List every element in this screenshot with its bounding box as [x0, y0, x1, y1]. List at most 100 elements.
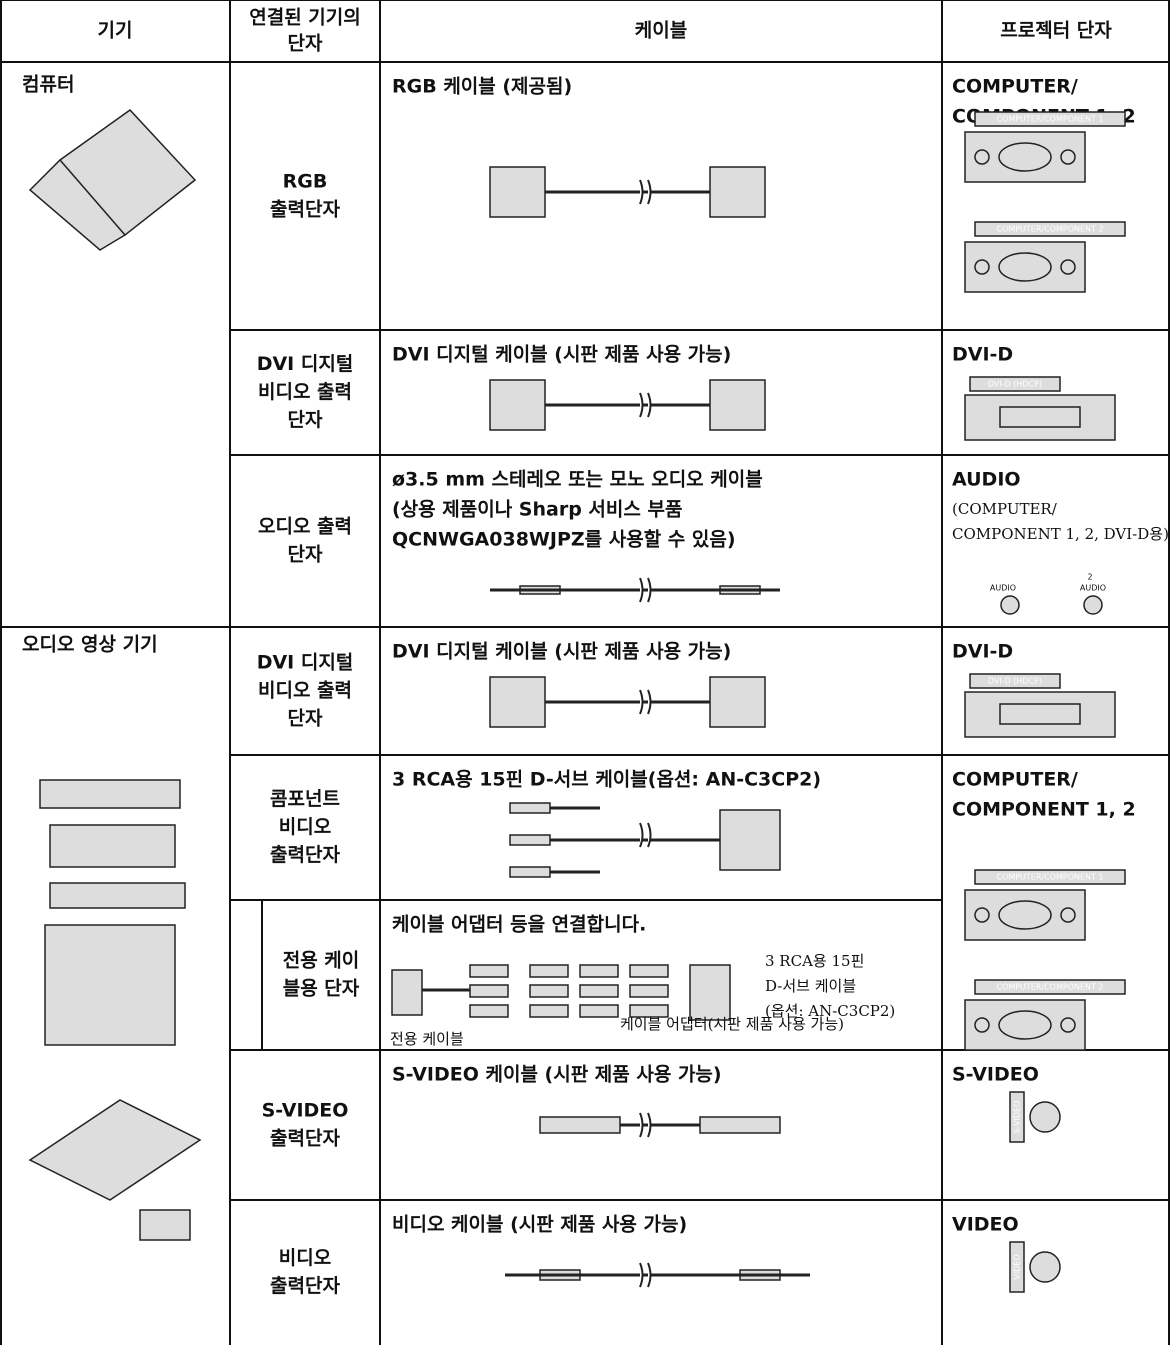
icon — [1060, 1017, 1076, 1033]
terminal-text: DVI 디지털 — [257, 652, 354, 674]
terminal-text: DVI 디지털 — [257, 353, 354, 375]
projector-text: COMPUTER/ — [952, 76, 1078, 98]
icon — [998, 142, 1052, 172]
device-name: 오디오 영상 기기 — [22, 634, 158, 656]
icon — [974, 259, 990, 275]
projector-text: DVI-D — [952, 641, 1013, 663]
cable-note: D-서브 케이블 — [765, 977, 856, 995]
icon — [709, 676, 766, 728]
icon — [969, 376, 1061, 392]
terminal-text: 콤포넌트 — [270, 788, 340, 810]
terminal-text: 단자 — [288, 409, 323, 431]
terminal-text: 블용 단자 — [283, 978, 360, 1000]
cable-text: DVI 디지털 케이블 (시판 제품 사용 가능) — [392, 344, 731, 366]
cable-text: QCNWGA038WJPZ를 사용할 수 있음) — [392, 528, 736, 551]
icon — [974, 111, 1126, 127]
port-label: COMPUTER/COMPONENT 1 — [996, 873, 1103, 882]
icon — [639, 689, 652, 715]
icon — [469, 1004, 509, 1018]
port-label: 2 — [1087, 573, 1092, 582]
icon — [391, 969, 423, 1016]
icon — [974, 1017, 990, 1033]
icon — [489, 379, 546, 431]
laptop — [28, 109, 197, 251]
icon — [49, 824, 176, 868]
cable-note: (옵션: AN-C3CP2) — [765, 1002, 895, 1020]
projector-text: COMPONENT 1, 2 — [952, 799, 1136, 821]
header-text: 케이블 — [635, 20, 687, 42]
icon — [974, 149, 990, 165]
terminal-text: 비디오 — [279, 1247, 331, 1269]
icon — [639, 1262, 652, 1288]
icon — [469, 984, 509, 998]
icon — [579, 984, 619, 998]
icon — [1060, 149, 1076, 165]
terminal-text: 비디오 — [279, 816, 331, 838]
icon — [579, 1004, 619, 1018]
icon — [699, 1116, 781, 1134]
icon — [579, 964, 619, 978]
icon — [629, 1004, 669, 1018]
port-label: S-VIDEO — [1013, 1101, 1022, 1134]
cable-text: (상용 제품이나 Sharp 서비스 부품 — [392, 499, 682, 521]
projector-text: COMPUTER/ — [952, 769, 1078, 791]
projector-text: S-VIDEO — [952, 1064, 1039, 1086]
icon — [999, 406, 1081, 428]
icon — [999, 703, 1081, 725]
icon — [639, 179, 652, 205]
terminal-text: 출력단자 — [270, 1275, 340, 1297]
icon — [998, 1010, 1052, 1040]
icon — [1060, 907, 1076, 923]
icon — [39, 779, 181, 809]
icon — [1029, 1101, 1061, 1133]
terminal-text: 비디오 출력 — [258, 381, 352, 403]
port-label: COMPUTER/COMPONENT 2 — [996, 983, 1103, 992]
cable-text: 3 RCA용 15핀 D-서브 케이블(옵션: AN-C3CP2) — [392, 769, 821, 791]
icon — [974, 221, 1126, 237]
terminal-text: 출력단자 — [270, 199, 340, 221]
icon — [509, 866, 551, 878]
terminal-text: RGB — [283, 171, 328, 193]
icon — [629, 964, 669, 978]
icon — [629, 984, 669, 998]
port-label: COMPUTER/COMPONENT 1 — [996, 115, 1103, 124]
port-label: DVI-D (HDCP) — [988, 677, 1042, 686]
icon — [709, 166, 766, 218]
icon — [489, 676, 546, 728]
icon — [1000, 595, 1020, 615]
icon — [1060, 259, 1076, 275]
terminal-text: 출력단자 — [270, 1128, 340, 1150]
terminal-text: 단자 — [288, 708, 323, 730]
icon — [998, 900, 1052, 930]
icon — [689, 964, 731, 1021]
cable-text: DVI 디지털 케이블 (시판 제품 사용 가능) — [392, 641, 731, 663]
port-label: DVI-D (HDCP) — [988, 380, 1042, 389]
icon — [974, 907, 990, 923]
header-text: 기기 — [98, 20, 133, 42]
adapter-note: 케이블 어댑터(시판 제품 사용 가능) — [620, 1015, 844, 1033]
icon — [1009, 1091, 1025, 1143]
terminal-text: 전용 케이 — [283, 950, 360, 972]
cable-note: 3 RCA용 15핀 — [765, 952, 864, 970]
terminal-text: 비디오 출력 — [258, 680, 352, 702]
icon — [639, 1112, 652, 1138]
icon — [529, 984, 569, 998]
icon — [639, 577, 652, 603]
icon — [639, 822, 652, 848]
header-text: 연결된 기기의 — [249, 7, 361, 29]
projector-text: DVI-D — [952, 344, 1013, 366]
icon — [1009, 1241, 1025, 1293]
icon — [529, 1004, 569, 1018]
port-label: NENT 1 — [985, 573, 1015, 582]
icon — [1083, 595, 1103, 615]
icon — [49, 882, 186, 909]
icon — [509, 834, 551, 846]
cable-text: 비디오 케이블 (시판 제품 사용 가능) — [392, 1214, 687, 1236]
port-label: AUDIO — [1080, 584, 1106, 593]
icon — [969, 673, 1061, 689]
port-label: VIDEO — [1013, 1254, 1022, 1279]
projector-note: (COMPUTER/ — [952, 500, 1058, 518]
cable-text: S-VIDEO 케이블 (시판 제품 사용 가능) — [392, 1064, 722, 1086]
icon — [998, 252, 1052, 282]
